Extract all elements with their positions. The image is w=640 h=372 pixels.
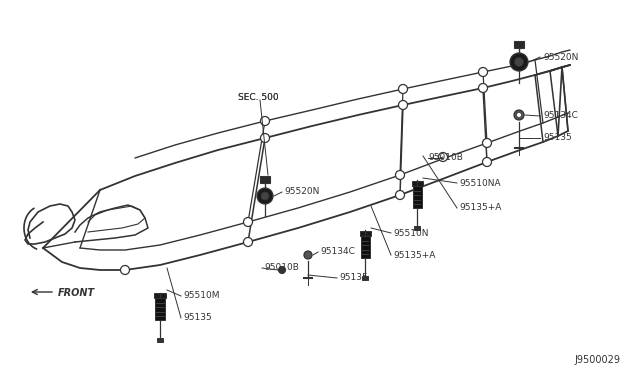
Circle shape bbox=[243, 237, 253, 247]
Circle shape bbox=[483, 157, 492, 167]
Circle shape bbox=[516, 112, 522, 118]
Bar bbox=[157, 338, 163, 342]
Text: 95135+A: 95135+A bbox=[393, 250, 435, 260]
Text: 95134C: 95134C bbox=[543, 112, 578, 121]
Circle shape bbox=[515, 58, 524, 67]
Bar bbox=[154, 293, 166, 298]
Text: 95520N: 95520N bbox=[543, 52, 579, 61]
Circle shape bbox=[399, 100, 408, 109]
Circle shape bbox=[278, 266, 285, 273]
Bar bbox=[413, 186, 422, 208]
Circle shape bbox=[479, 67, 488, 77]
Circle shape bbox=[260, 134, 269, 142]
Circle shape bbox=[438, 153, 447, 161]
Circle shape bbox=[399, 84, 408, 93]
Circle shape bbox=[243, 218, 253, 227]
Text: 95135: 95135 bbox=[543, 134, 572, 142]
Text: 95520N: 95520N bbox=[284, 187, 319, 196]
Circle shape bbox=[261, 192, 269, 200]
Circle shape bbox=[396, 170, 404, 180]
Text: 95134C: 95134C bbox=[320, 247, 355, 257]
Bar bbox=[260, 176, 270, 183]
Text: J9500029: J9500029 bbox=[574, 355, 620, 365]
Bar bbox=[514, 41, 524, 48]
Bar bbox=[155, 298, 165, 320]
Circle shape bbox=[260, 116, 269, 125]
Circle shape bbox=[514, 110, 524, 120]
Text: 95010B: 95010B bbox=[428, 154, 463, 163]
Circle shape bbox=[483, 138, 492, 148]
Text: 95135: 95135 bbox=[339, 273, 368, 282]
Bar bbox=[412, 181, 423, 186]
Bar bbox=[414, 226, 420, 230]
Text: 95510N: 95510N bbox=[393, 228, 429, 237]
Text: SEC. 500: SEC. 500 bbox=[238, 93, 278, 102]
Text: 95135+A: 95135+A bbox=[459, 203, 501, 212]
Text: FRONT: FRONT bbox=[58, 288, 95, 298]
Circle shape bbox=[257, 188, 273, 204]
Text: 95510NA: 95510NA bbox=[459, 179, 500, 187]
Circle shape bbox=[304, 251, 312, 259]
Text: 95010B: 95010B bbox=[264, 263, 299, 273]
Bar bbox=[362, 276, 368, 280]
Bar bbox=[361, 236, 370, 258]
Text: SEC. 500: SEC. 500 bbox=[238, 93, 278, 102]
Text: 95135: 95135 bbox=[183, 314, 212, 323]
Circle shape bbox=[120, 266, 129, 275]
Circle shape bbox=[510, 53, 528, 71]
Circle shape bbox=[396, 190, 404, 199]
Bar bbox=[360, 231, 371, 236]
Circle shape bbox=[479, 83, 488, 93]
Text: 95510M: 95510M bbox=[183, 292, 220, 301]
